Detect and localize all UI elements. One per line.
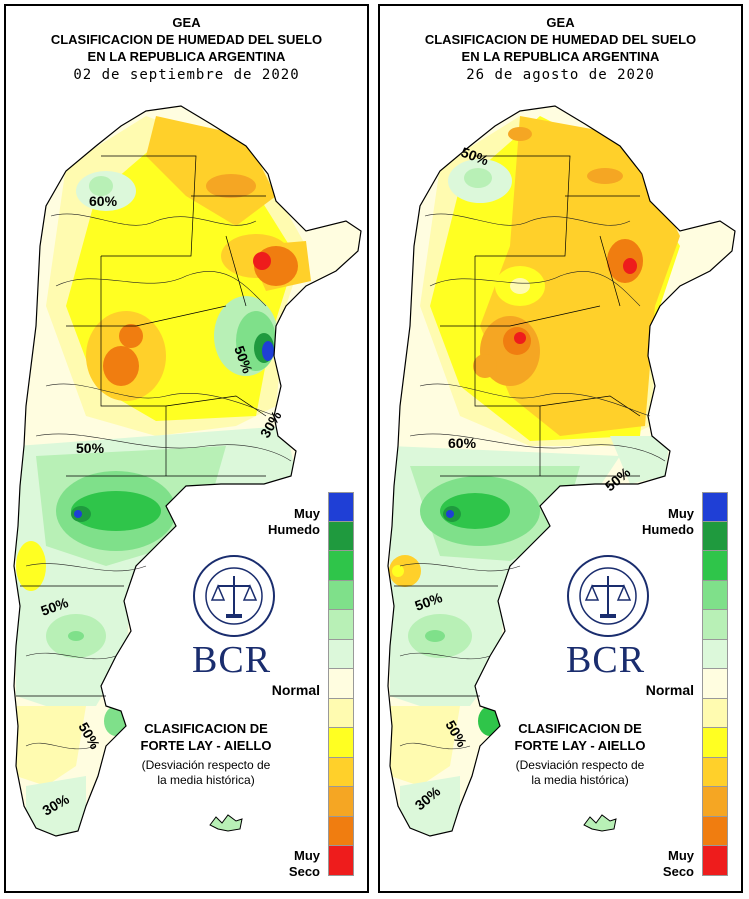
- title-line-2: CLASIFICACION DE HUMEDAD DEL SUELO: [424, 32, 697, 47]
- legend-swatch: [328, 521, 354, 551]
- classification-subtitle: (Desviación respecto de la media históri…: [141, 758, 271, 787]
- legend-swatch: [702, 492, 728, 522]
- legend-swatch: [328, 580, 354, 610]
- legend-swatch: [328, 669, 354, 699]
- title-line-1: GEA: [172, 15, 201, 30]
- title-line-2: CLASIFICACION DE HUMEDAD DEL SUELO: [50, 32, 323, 47]
- title-line-1: GEA: [546, 15, 575, 30]
- bcr-logo-text: BCR: [192, 639, 272, 681]
- islands-icon: [583, 814, 617, 832]
- legend-swatch: [702, 639, 728, 669]
- legend-swatch: [328, 610, 354, 640]
- classification-subtitle: (Desviación respecto de la media históri…: [515, 758, 645, 787]
- map-date: 02 de septiembre de 2020: [73, 67, 300, 83]
- legend-swatch: [328, 757, 354, 787]
- bcr-seal-icon: [193, 555, 275, 637]
- legend-swatch: [328, 816, 354, 846]
- map-title: GEA CLASIFICACION DE HUMEDAD DEL SUELO E…: [380, 14, 741, 85]
- legend-swatch: [702, 580, 728, 610]
- legend-swatch: [328, 846, 354, 876]
- legend-swatch: [702, 669, 728, 699]
- legend-swatch: [702, 610, 728, 640]
- soil-moisture-map: [387, 105, 736, 837]
- legend-swatch: [328, 639, 354, 669]
- legend-swatch: [702, 728, 728, 758]
- title-line-3: EN LA REPUBLICA ARGENTINA: [461, 49, 660, 64]
- legend-swatch: [702, 551, 728, 581]
- legend-bottom-label: Muy Seco: [288, 848, 320, 879]
- legend-bottom-label: Muy Seco: [662, 848, 694, 879]
- islands-icon: [209, 814, 243, 832]
- classification-title: CLASIFICACION DE FORTE LAY - AIELLO: [140, 721, 272, 753]
- title-line-3: EN LA REPUBLICA ARGENTINA: [87, 49, 286, 64]
- legend-swatch: [702, 521, 728, 551]
- map-panel-right: GEA CLASIFICACION DE HUMEDAD DEL SUELO E…: [378, 4, 743, 893]
- legend-swatch: [702, 846, 728, 876]
- classification-title: CLASIFICACION DE FORTE LAY - AIELLO: [514, 721, 646, 753]
- legend-swatch: [328, 551, 354, 581]
- bcr-seal-icon: [567, 555, 649, 637]
- legend-swatch: [702, 698, 728, 728]
- map-date: 26 de agosto de 2020: [466, 67, 655, 83]
- soil-moisture-map: [13, 105, 362, 837]
- legend-swatch: [702, 787, 728, 817]
- legend-mid-label: Normal: [645, 682, 694, 698]
- legend-color-scale: [702, 492, 730, 876]
- legend-swatch: [328, 787, 354, 817]
- legend-swatch: [702, 816, 728, 846]
- map-title: GEA CLASIFICACION DE HUMEDAD DEL SUELO E…: [6, 14, 367, 85]
- legend-color-scale: [328, 492, 356, 876]
- legend-swatch: [702, 757, 728, 787]
- legend-top-label: Muy Humedo: [268, 506, 320, 537]
- legend-swatch: [328, 728, 354, 758]
- legend-swatch: [328, 492, 354, 522]
- map-panel-left: GEA CLASIFICACION DE HUMEDAD DEL SUELO E…: [4, 4, 369, 893]
- legend-swatch: [328, 698, 354, 728]
- legend-top-label: Muy Humedo: [642, 506, 694, 537]
- legend-mid-label: Normal: [271, 682, 320, 698]
- bcr-logo-text: BCR: [566, 639, 646, 681]
